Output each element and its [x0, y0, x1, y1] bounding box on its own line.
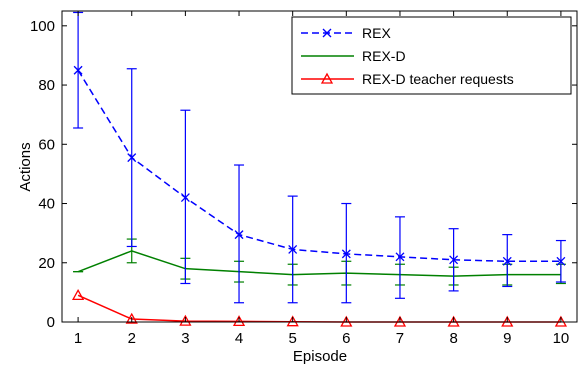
- y-tick-label: 20: [38, 255, 55, 272]
- y-axis: 0 20 40 60 80 100: [30, 18, 577, 331]
- series-rex: [73, 11, 566, 304]
- y-tick-label: 80: [38, 77, 55, 94]
- data-point: [234, 230, 244, 240]
- data-point: [341, 249, 351, 259]
- x-tick-label: 1: [74, 330, 82, 347]
- x-tick-label: 8: [449, 330, 457, 347]
- x-marker-stroke: [73, 65, 83, 75]
- data-point: [71, 289, 85, 300]
- data-point: [288, 244, 298, 254]
- x-marker-stroke: [180, 193, 190, 203]
- x-marker-stroke: [502, 256, 512, 266]
- x-tick-label: 3: [181, 330, 189, 347]
- series-line: [77, 69, 561, 263]
- x-tick-label: 6: [342, 330, 350, 347]
- legend-item: REX-D: [301, 48, 406, 64]
- x-marker-stroke: [234, 230, 244, 240]
- data-point: [180, 193, 190, 203]
- x-tick-label: 9: [503, 330, 511, 347]
- x-tick-label: 2: [128, 330, 136, 347]
- series-line: [77, 250, 561, 277]
- y-tick-label: 40: [38, 196, 55, 213]
- legend-marker: [320, 72, 334, 84]
- data-point: [232, 315, 246, 327]
- data-point: [449, 255, 459, 265]
- x-marker-stroke: [127, 153, 137, 163]
- y-tick-label: 100: [30, 18, 55, 35]
- x-axis: 1 2 3 4 5 6 7 8 9 10: [74, 11, 569, 347]
- x-marker-stroke: [556, 256, 566, 266]
- data-point: [395, 252, 405, 262]
- data-point: [556, 256, 566, 266]
- data-point: [125, 312, 138, 324]
- x-marker-stroke: [449, 255, 459, 265]
- x-tick-label: 7: [396, 330, 404, 347]
- data-point: [127, 153, 137, 163]
- x-tick-label: 10: [553, 330, 570, 347]
- data-point: [286, 315, 299, 327]
- legend-item: REX: [301, 25, 391, 41]
- legend-label: REX-D teacher requests: [362, 71, 514, 87]
- legend: REX REX-D REX-D teacher requests: [291, 16, 572, 95]
- x-tick-label: 4: [235, 330, 243, 347]
- data-point: [502, 256, 512, 266]
- x-marker-stroke: [288, 244, 298, 254]
- x-marker-stroke: [341, 249, 351, 259]
- y-tick-label: 60: [38, 136, 55, 153]
- data-point: [73, 65, 83, 75]
- legend-label: REX-D: [362, 48, 406, 64]
- legend-marker: [322, 28, 332, 38]
- x-axis-label: Episode: [293, 348, 347, 365]
- x-marker-stroke: [322, 28, 332, 38]
- x-tick-label: 5: [289, 330, 297, 347]
- legend-label: REX: [362, 25, 391, 41]
- x-marker-stroke: [395, 252, 405, 262]
- legend-item: REX-D teacher requests: [301, 71, 514, 87]
- y-axis-label: Actions: [17, 142, 34, 191]
- data-point: [179, 314, 192, 326]
- plot-frame: [61, 10, 578, 323]
- y-tick-label: 0: [47, 314, 55, 331]
